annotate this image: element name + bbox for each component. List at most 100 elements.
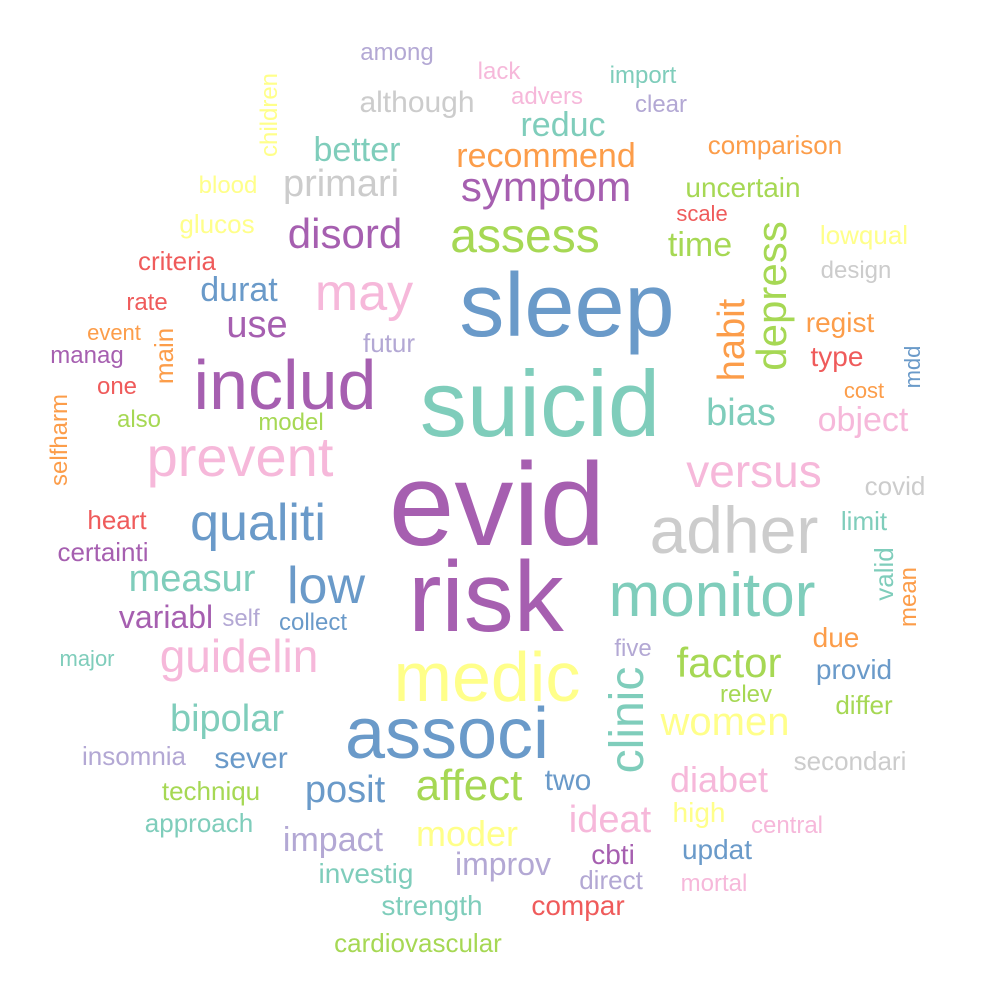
word-strength: strength <box>381 890 483 921</box>
word-heart: heart <box>87 505 147 535</box>
word-adher: adher <box>649 493 819 567</box>
word-scale: scale <box>676 201 728 226</box>
word-disord: disord <box>287 210 403 257</box>
word-prevent: prevent <box>146 425 334 488</box>
word-symptom: symptom <box>460 163 632 210</box>
word-monitor: monitor <box>608 561 816 630</box>
word-rate: rate <box>126 289 168 316</box>
word-collect: collect <box>278 609 348 636</box>
word-sleep: sleep <box>459 256 675 356</box>
word-risk: risk <box>408 541 564 653</box>
word-high: high <box>672 797 726 828</box>
word-evid: evid <box>388 439 606 571</box>
word-provid: provid <box>815 654 893 685</box>
word-secondari: secondari <box>793 746 907 776</box>
word-mdd: mdd <box>900 345 925 389</box>
word-clear: clear <box>634 91 688 118</box>
word-relev: relev <box>719 681 773 708</box>
word-diabet: diabet <box>669 759 769 800</box>
word-techniqu: techniqu <box>161 776 261 806</box>
word-manag: manag <box>50 342 124 369</box>
word-investig: investig <box>318 858 414 889</box>
word-selfharm: selfharm <box>46 393 73 487</box>
word-among: among <box>360 39 434 66</box>
word-two: two <box>544 764 592 797</box>
word-major: major <box>59 646 115 671</box>
word-approach: approach <box>144 808 254 838</box>
word-ideat: ideat <box>568 799 652 841</box>
word-assess: assess <box>450 210 600 263</box>
word-due: due <box>812 622 860 653</box>
word-cost: cost <box>843 378 885 403</box>
word-may: may <box>314 264 414 322</box>
word-mean: mean <box>895 566 922 628</box>
word-affect: affect <box>415 761 523 810</box>
word-women: women <box>660 700 790 744</box>
word-glucos: glucos <box>179 209 255 239</box>
word-criteria: criteria <box>137 246 217 276</box>
word-insomnia: insomnia <box>81 741 187 771</box>
word-blood: blood <box>198 172 258 199</box>
word-cardiovascular: cardiovascular <box>334 928 502 958</box>
word-moder: moder <box>415 813 519 854</box>
word-regist: regist <box>805 307 875 338</box>
word-type: type <box>810 341 864 372</box>
word-direct: direct <box>579 865 643 895</box>
word-futur: futur <box>362 328 416 358</box>
word-object: object <box>817 401 909 439</box>
word-low: low <box>286 557 366 615</box>
word-main: main <box>149 327 179 385</box>
word-factor: factor <box>676 639 782 686</box>
word-recommend: recommend <box>456 137 636 175</box>
word-mortal: mortal <box>680 870 748 897</box>
word-uncertain: uncertain <box>685 172 801 203</box>
word-self: self <box>222 605 260 632</box>
word-better: better <box>313 131 401 169</box>
word-certainti: certainti <box>57 537 149 567</box>
word-compar: compar <box>531 890 625 921</box>
word-impact: impact <box>282 821 384 859</box>
word-measur: measur <box>128 558 256 600</box>
word-includ: includ <box>193 346 377 424</box>
word-bias: bias <box>706 392 776 434</box>
word-although: although <box>359 86 475 119</box>
word-medic: medic <box>393 638 581 716</box>
word-sever: sever <box>214 742 288 775</box>
word-suicid: suicid <box>419 351 661 456</box>
word-comparison: comparison <box>707 130 843 160</box>
word-updat: updat <box>681 834 753 865</box>
word-variabl: variabl <box>118 599 214 635</box>
word-cbti: cbti <box>591 839 635 870</box>
word-differ: differ <box>835 690 893 720</box>
word-one: one <box>96 373 138 400</box>
word-depress: depress <box>748 221 795 371</box>
word-use: use <box>226 304 288 346</box>
word-children: children <box>256 72 283 158</box>
word-covid: covid <box>864 471 926 501</box>
word-associ: associ <box>344 694 550 774</box>
word-lack: lack <box>477 58 521 85</box>
word-habit: habit <box>711 298 753 382</box>
word-versus: versus <box>686 445 822 497</box>
word-time: time <box>667 226 733 264</box>
word-valid: valid <box>869 547 899 601</box>
word-advers: advers <box>510 83 584 110</box>
word-central: central <box>750 812 824 839</box>
word-import: import <box>609 62 677 89</box>
word-bipolar: bipolar <box>169 698 285 740</box>
word-lowqual: lowqual <box>819 220 909 250</box>
word-primari: primari <box>282 163 400 205</box>
word-clinic: clinic <box>601 666 654 774</box>
word-durat: durat <box>200 271 278 309</box>
word-model: model <box>258 409 324 436</box>
word-posit: posit <box>304 769 386 811</box>
word-limit: limit <box>840 506 888 536</box>
word-also: also <box>116 406 162 433</box>
word-reduc: reduc <box>520 106 606 144</box>
word-qualiti: qualiti <box>190 494 326 552</box>
word-design: design <box>820 257 892 284</box>
word-five: five <box>614 635 652 662</box>
word-guidelin: guidelin <box>159 630 319 682</box>
word-event: event <box>87 320 141 345</box>
